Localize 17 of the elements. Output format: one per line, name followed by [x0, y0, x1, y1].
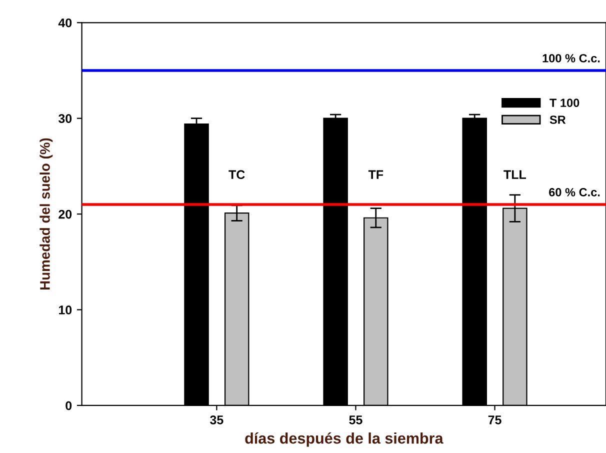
y-axis-title: Humedad del suelo (%): [40, 138, 53, 290]
ref-line-label: 100 % C.c.: [542, 54, 600, 62]
ref-line-label: 60 % C.c.: [549, 188, 600, 196]
annotation: TF: [368, 170, 384, 179]
y-tick-label: 40: [58, 18, 72, 28]
x-tick-label: 55: [349, 416, 362, 424]
y-tick-label: 10: [58, 306, 72, 314]
legend-label: SR: [550, 116, 566, 124]
legend-label: T 100: [550, 98, 580, 108]
y-tick-label: 0: [66, 401, 72, 410]
y-tick-label: 20: [58, 210, 72, 219]
x-tick-label: 35: [210, 415, 224, 424]
x-axis-title: días después de la siembra: [245, 432, 444, 447]
x-tick-label: 75: [488, 416, 502, 424]
y-tick-label: 30: [58, 114, 72, 124]
annotation: TLL: [504, 170, 526, 179]
annotation: TC: [228, 170, 245, 180]
